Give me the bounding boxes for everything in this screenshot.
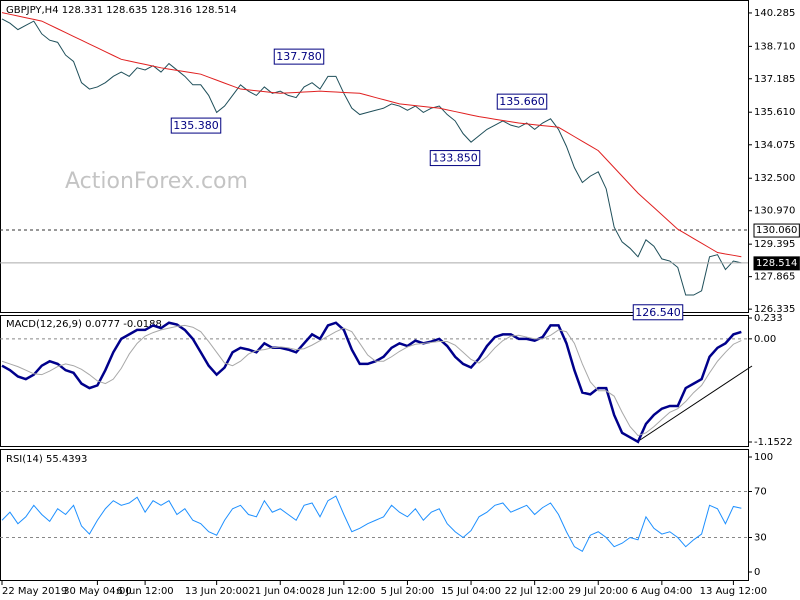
y-tick-label: 130.970 (754, 206, 795, 217)
y-tick-label: 129.395 (754, 239, 795, 250)
x-tick-label: 28 Jun 12:00 (312, 586, 376, 597)
annotation: 137.780 (276, 50, 322, 63)
current-price-box (753, 256, 800, 271)
x-tick-label: 22 Jul 12:00 (505, 586, 565, 597)
level-label: 130.060 (756, 225, 797, 236)
annotation-box (429, 150, 481, 167)
series-line (1, 18, 742, 296)
y-tick-label: 138.710 (754, 41, 795, 52)
current-price-label: 128.514 (756, 258, 797, 269)
x-tick-label: 15 Jul 04:00 (441, 586, 501, 597)
macd-panel (0, 315, 749, 447)
rsi-panel (0, 449, 749, 581)
x-tick-label: 13 Jun 20:00 (185, 586, 249, 597)
y-tick-label: 100 (754, 452, 773, 463)
price-header: GBPJPY,H4 128.331 128.635 128.316 128.51… (6, 5, 237, 16)
y-tick-label: 0 (754, 567, 760, 578)
x-tick-label: 30 May 04:00 (63, 586, 132, 597)
series-line (1, 324, 742, 437)
y-tick-label: 30 (754, 533, 767, 544)
y-tick-label: 126.335 (754, 304, 795, 315)
x-tick-label: 13 Aug 12:00 (700, 586, 767, 597)
y-tick-label: 0.233 (754, 313, 783, 324)
y-tick-label: 135.610 (754, 107, 795, 118)
annotation-box (632, 304, 684, 321)
annotation: 133.850 (432, 152, 478, 165)
macd-header: MACD(12,26,9) 0.0777 -0.0188 (6, 319, 162, 330)
y-tick-label: 140.285 (754, 8, 795, 19)
y-tick-label: 127.865 (754, 272, 795, 283)
x-tick-label: 6 Aug 04:00 (631, 586, 692, 597)
annotation-box (170, 117, 222, 134)
annotation-box (273, 48, 325, 65)
x-tick-label: 6 Jun 12:00 (117, 586, 174, 597)
y-tick-label: 134.075 (754, 140, 795, 151)
y-tick-label: 70 (754, 487, 767, 498)
annotation: 135.660 (499, 95, 545, 108)
x-tick-label: 21 Jun 04:00 (248, 586, 312, 597)
x-tick-label: 22 May 2019 (2, 586, 67, 597)
x-tick-label: 29 Jul 20:00 (568, 586, 628, 597)
annotation: 126.540 (635, 306, 681, 319)
y-tick-label: 137.185 (754, 74, 795, 85)
watermark: ActionForex.com (65, 169, 248, 194)
level-label-box (753, 223, 800, 238)
annotation: 135.380 (173, 119, 219, 132)
series-line (1, 321, 742, 444)
y-tick-label: 132.500 (754, 173, 795, 184)
trend-line (639, 365, 753, 441)
y-tick-label: 0.00 (754, 334, 776, 345)
annotation-box (496, 93, 548, 110)
x-tick-label: 5 Jul 20:00 (381, 586, 435, 597)
series-line (1, 495, 742, 553)
rsi-header: RSI(14) 55.4393 (6, 454, 87, 465)
series-line (1, 12, 742, 258)
price-panel (0, 0, 749, 313)
y-tick-label: -1.1522 (754, 437, 793, 448)
